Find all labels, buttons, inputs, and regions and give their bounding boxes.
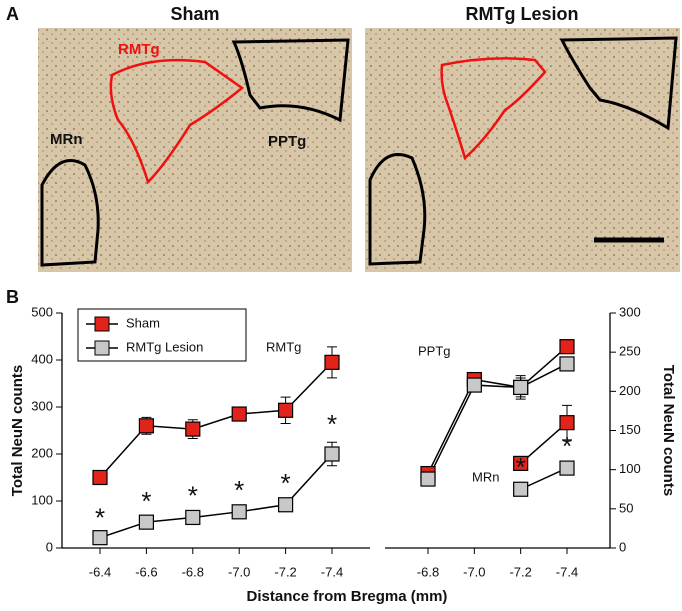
- marker: [559, 356, 575, 372]
- marker: [185, 421, 201, 437]
- significance-mark: *: [327, 409, 337, 439]
- pptg-outline: [559, 36, 678, 131]
- rmtg-outline: [109, 58, 245, 185]
- image-title: Sham: [170, 4, 219, 24]
- y-tick-label: 0: [619, 539, 626, 554]
- panel-label: A: [6, 4, 19, 24]
- marker: [420, 471, 436, 487]
- marker: [559, 415, 575, 431]
- legend-label: Sham: [126, 315, 160, 330]
- significance-mark: *: [516, 452, 526, 482]
- marker: [185, 509, 201, 526]
- legend-marker: [94, 316, 110, 332]
- annotation: RMTg: [266, 339, 301, 354]
- y-tick-label: 100: [31, 492, 53, 507]
- region-label: MRn: [50, 131, 83, 148]
- marker: [513, 455, 529, 471]
- marker: [559, 339, 575, 355]
- series-line: [427, 363, 568, 480]
- marker: [138, 418, 154, 434]
- y-axis-label: Total NeuN counts: [660, 365, 677, 496]
- marker: [559, 460, 575, 476]
- panel-label: B: [6, 287, 19, 307]
- annotation: MRn: [472, 469, 499, 484]
- x-tick-label: -6.8: [182, 564, 204, 579]
- marker: [138, 514, 154, 530]
- series-line: [520, 467, 568, 490]
- marker: [231, 406, 247, 422]
- series-line: [520, 422, 568, 464]
- y-tick-label: 250: [619, 344, 641, 359]
- marker: [513, 379, 529, 396]
- marker: [466, 377, 482, 393]
- x-tick-label: -7.4: [321, 564, 343, 579]
- series-line: [427, 346, 568, 474]
- histology-image: [365, 28, 680, 272]
- x-tick-label: -7.2: [274, 564, 296, 579]
- rmtg-outline: [440, 57, 547, 161]
- legend-label: RMTg Lesion: [126, 339, 203, 354]
- x-tick-label: -7.4: [556, 564, 578, 579]
- marker: [513, 481, 529, 497]
- x-axis-label: Distance from Bregma (mm): [247, 588, 448, 605]
- y-tick-label: 150: [619, 422, 641, 437]
- marker: [231, 504, 247, 520]
- x-tick-label: -7.0: [463, 564, 485, 579]
- significance-mark: *: [188, 481, 198, 511]
- y-tick-label: 300: [619, 304, 641, 319]
- y-tick-label: 0: [46, 539, 53, 554]
- legend-marker: [94, 340, 110, 356]
- image-title: RMTg Lesion: [466, 4, 579, 24]
- y-tick-label: 200: [31, 445, 53, 460]
- mrn-outline: [368, 153, 427, 266]
- series-line: [99, 361, 333, 479]
- y-tick-label: 50: [619, 500, 633, 515]
- x-tick-label: -6.6: [135, 564, 157, 579]
- significance-mark: *: [141, 486, 151, 516]
- x-tick-label: -7.0: [228, 564, 250, 579]
- x-tick-label: -6.4: [89, 564, 111, 579]
- histology-image: [38, 28, 352, 272]
- significance-mark: *: [234, 475, 244, 505]
- significance-mark: *: [562, 431, 572, 461]
- marker: [324, 354, 340, 370]
- y-tick-label: 300: [31, 398, 53, 413]
- y-tick-label: 400: [31, 351, 53, 366]
- y-tick-label: 200: [619, 383, 641, 398]
- y-tick-label: 100: [619, 461, 641, 476]
- region-label: RMTg: [118, 41, 160, 58]
- marker: [278, 402, 294, 418]
- marker: [324, 446, 340, 462]
- marker: [92, 469, 108, 486]
- significance-mark: *: [95, 503, 105, 533]
- x-tick-label: -6.8: [417, 564, 439, 579]
- mrn-outline: [40, 159, 100, 267]
- marker: [92, 530, 108, 546]
- significance-mark: *: [281, 468, 291, 498]
- marker: [278, 497, 294, 513]
- y-axis-label: Total NeuN counts: [9, 365, 26, 496]
- pptg-outline: [231, 38, 350, 123]
- x-tick-label: -7.2: [509, 564, 531, 579]
- annotation: PPTg: [418, 343, 451, 358]
- y-tick-label: 500: [31, 304, 53, 319]
- region-label: PPTg: [268, 133, 306, 150]
- series-line: [99, 453, 333, 539]
